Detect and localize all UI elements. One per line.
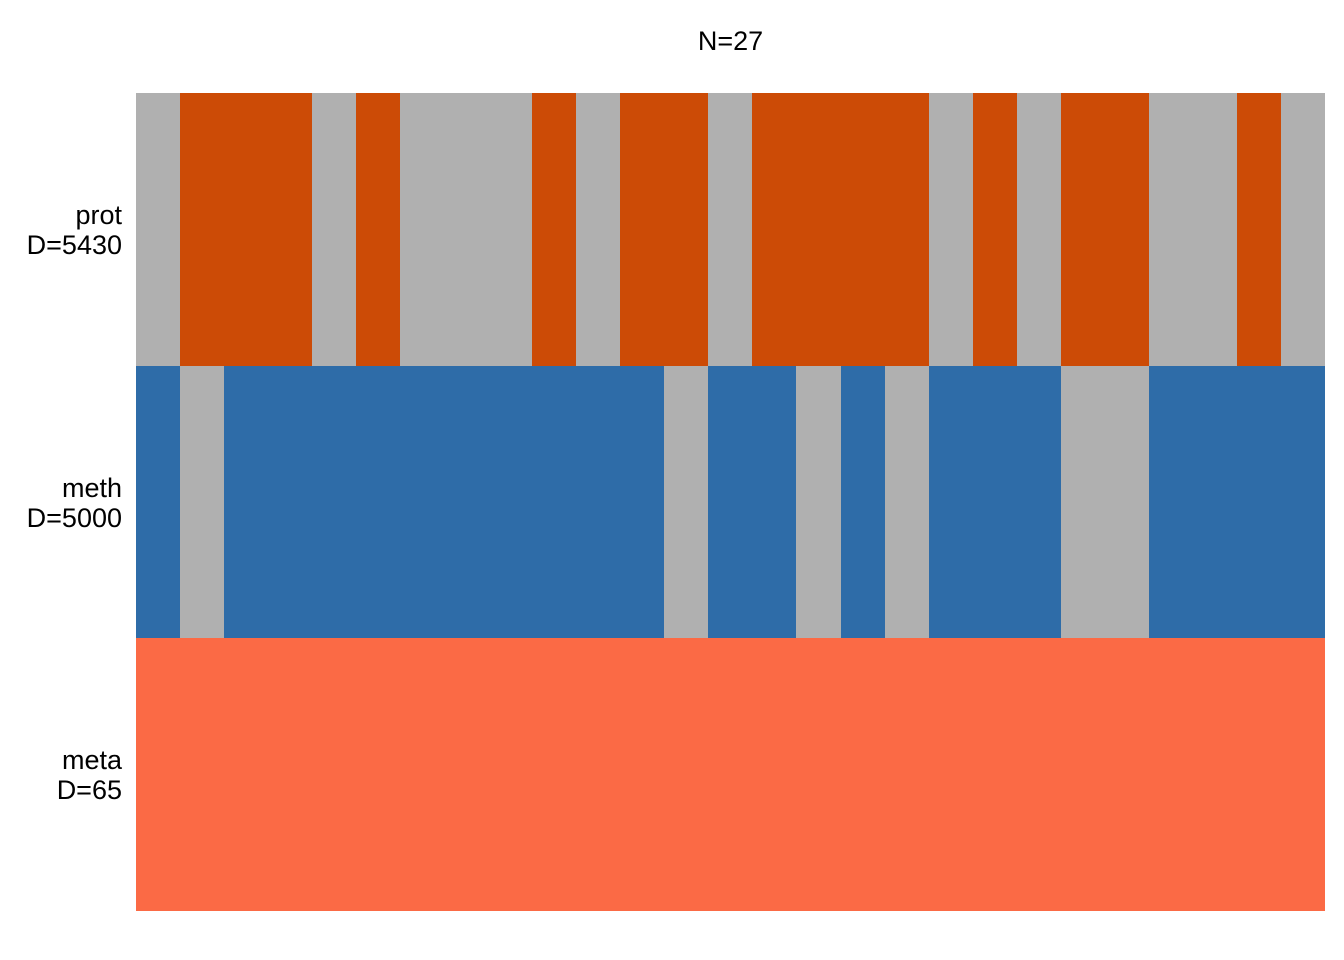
heatmap-cell: [664, 638, 709, 912]
heatmap-cell: [488, 638, 533, 912]
heatmap-cell: [796, 638, 841, 912]
heatmap-cell: [356, 365, 401, 639]
heatmap-cell: [1280, 638, 1325, 912]
heatmap-cell: [312, 365, 357, 639]
heatmap-cell: [1016, 93, 1061, 366]
heatmap-cell: [664, 93, 709, 366]
heatmap-cell: [576, 93, 621, 366]
heatmap-cell: [444, 638, 489, 912]
heatmap-cell: [752, 638, 797, 912]
heatmap-cell: [268, 638, 313, 912]
heatmap-cell: [884, 638, 929, 912]
heatmap-cell: [224, 638, 269, 912]
heatmap-cell: [356, 638, 401, 912]
heatmap-cell: [752, 93, 797, 366]
view-name: meth: [61, 472, 122, 503]
heatmap-cell: [400, 93, 445, 366]
heatmap-cell: [356, 93, 401, 366]
heatmap-cell: [928, 638, 973, 912]
heatmap-cell: [664, 365, 709, 639]
heatmap-cell: [840, 93, 885, 366]
heatmap-cell: [268, 365, 313, 639]
row-label-meta: meta D=65: [0, 638, 122, 911]
row-label-meth: meth D=5000: [0, 366, 122, 639]
heatmap-cell: [532, 93, 577, 366]
heatmap-cell: [1280, 365, 1325, 639]
heatmap-cell: [1148, 365, 1193, 639]
heatmap-cell: [928, 93, 973, 366]
heatmap-cell: [752, 365, 797, 639]
heatmap-row-meth: [136, 365, 1325, 639]
heatmap-cell: [708, 638, 753, 912]
heatmap-cell: [972, 93, 1017, 366]
heatmap-cell: [1060, 365, 1105, 639]
heatmap-cell: [136, 93, 181, 366]
view-name: meta: [61, 744, 122, 775]
heatmap-cell: [576, 365, 621, 639]
heatmap-cell: [268, 93, 313, 366]
heatmap-cell: [1016, 365, 1061, 639]
heatmap-cell: [708, 365, 753, 639]
heatmap-cell: [1280, 93, 1325, 366]
heatmap-cell: [972, 638, 1017, 912]
heatmap-cell: [1192, 365, 1237, 639]
heatmap-cell: [796, 93, 841, 366]
heatmap-cell: [224, 365, 269, 639]
heatmap-cell: [1104, 365, 1149, 639]
heatmap-cell: [224, 93, 269, 366]
heatmap-cell: [532, 365, 577, 639]
heatmap-cell: [488, 93, 533, 366]
heatmap-cell: [620, 365, 665, 639]
heatmap-cell: [1060, 93, 1105, 366]
row-label-prot: prot D=5430: [0, 93, 122, 366]
heatmap-cell: [136, 365, 181, 639]
heatmap-cell: [928, 365, 973, 639]
heatmap-row-meta: [136, 638, 1325, 912]
data-overview-heatmap: [136, 93, 1325, 912]
heatmap-cell: [444, 365, 489, 639]
heatmap-cell: [708, 93, 753, 366]
heatmap-cell: [884, 365, 929, 639]
heatmap-cell: [400, 365, 445, 639]
heatmap-cell: [400, 638, 445, 912]
heatmap-cell: [180, 93, 225, 366]
heatmap-cell: [180, 638, 225, 912]
heatmap-cell: [1236, 365, 1281, 639]
view-dimension: D=5430: [26, 229, 122, 260]
heatmap-cell: [1104, 93, 1149, 366]
view-dimension: D=65: [56, 774, 122, 805]
view-name: prot: [75, 199, 122, 230]
heatmap-cell: [796, 365, 841, 639]
heatmap-cell: [1016, 638, 1061, 912]
heatmap-cell: [532, 638, 577, 912]
heatmap-cell: [312, 638, 357, 912]
heatmap-cell: [576, 638, 621, 912]
heatmap-row-prot: [136, 93, 1325, 366]
heatmap-cell: [620, 638, 665, 912]
plot-title: N=27: [697, 26, 764, 56]
heatmap-cell: [1104, 638, 1149, 912]
heatmap-cell: [180, 365, 225, 639]
heatmap-cell: [1148, 93, 1193, 366]
heatmap-cell: [1236, 93, 1281, 366]
heatmap-cell: [1192, 638, 1237, 912]
heatmap-cell: [840, 365, 885, 639]
heatmap-cell: [488, 365, 533, 639]
heatmap-cell: [444, 93, 489, 366]
heatmap-cell: [1148, 638, 1193, 912]
heatmap-cell: [312, 93, 357, 366]
heatmap-cell: [1060, 638, 1105, 912]
heatmap-cell: [840, 638, 885, 912]
heatmap-cell: [620, 93, 665, 366]
view-dimension: D=5000: [26, 502, 122, 533]
heatmap-cell: [1236, 638, 1281, 912]
heatmap-cell: [1192, 93, 1237, 366]
heatmap-cell: [972, 365, 1017, 639]
heatmap-cell: [136, 638, 181, 912]
heatmap-cell: [884, 93, 929, 366]
